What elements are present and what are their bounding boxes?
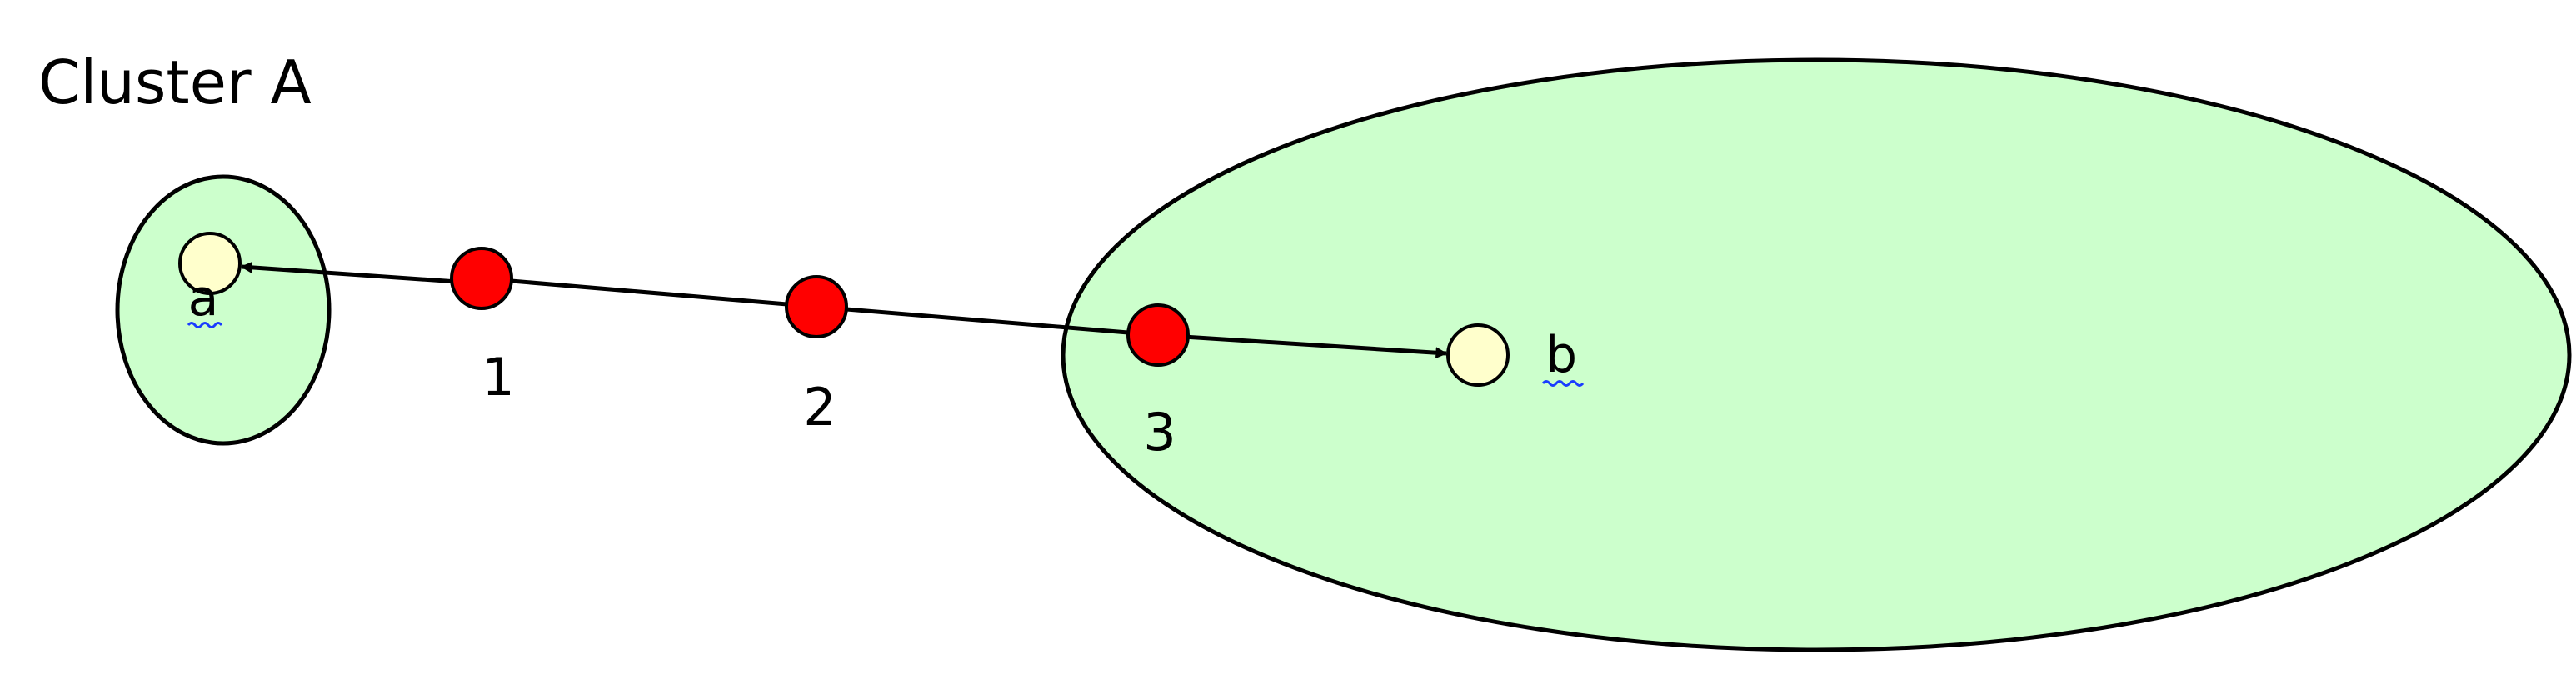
- arrow-to-b: [1157, 332, 1448, 359]
- connector-2-3: [816, 304, 1159, 338]
- cluster-b-ellipse: [1061, 58, 2572, 652]
- node-a-spell-underline: [187, 322, 223, 328]
- node-b: [1446, 323, 1510, 387]
- arrow-to-a: [240, 261, 482, 286]
- point-3: [1126, 303, 1190, 367]
- diagram-title: Cluster A: [38, 48, 312, 118]
- point-3-label: 3: [1143, 402, 1176, 462]
- point-1-label: 1: [482, 347, 514, 408]
- point-2: [785, 275, 848, 338]
- node-a-label: a: [188, 269, 219, 328]
- point-1: [450, 247, 513, 310]
- cluster-a-ellipse: [115, 174, 332, 446]
- node-a: [178, 232, 242, 295]
- node-b-label: b: [1545, 326, 1577, 384]
- point-2-label: 2: [803, 377, 836, 438]
- node-b-spell-underline: [1541, 380, 1585, 387]
- connector-1-2: [481, 276, 817, 309]
